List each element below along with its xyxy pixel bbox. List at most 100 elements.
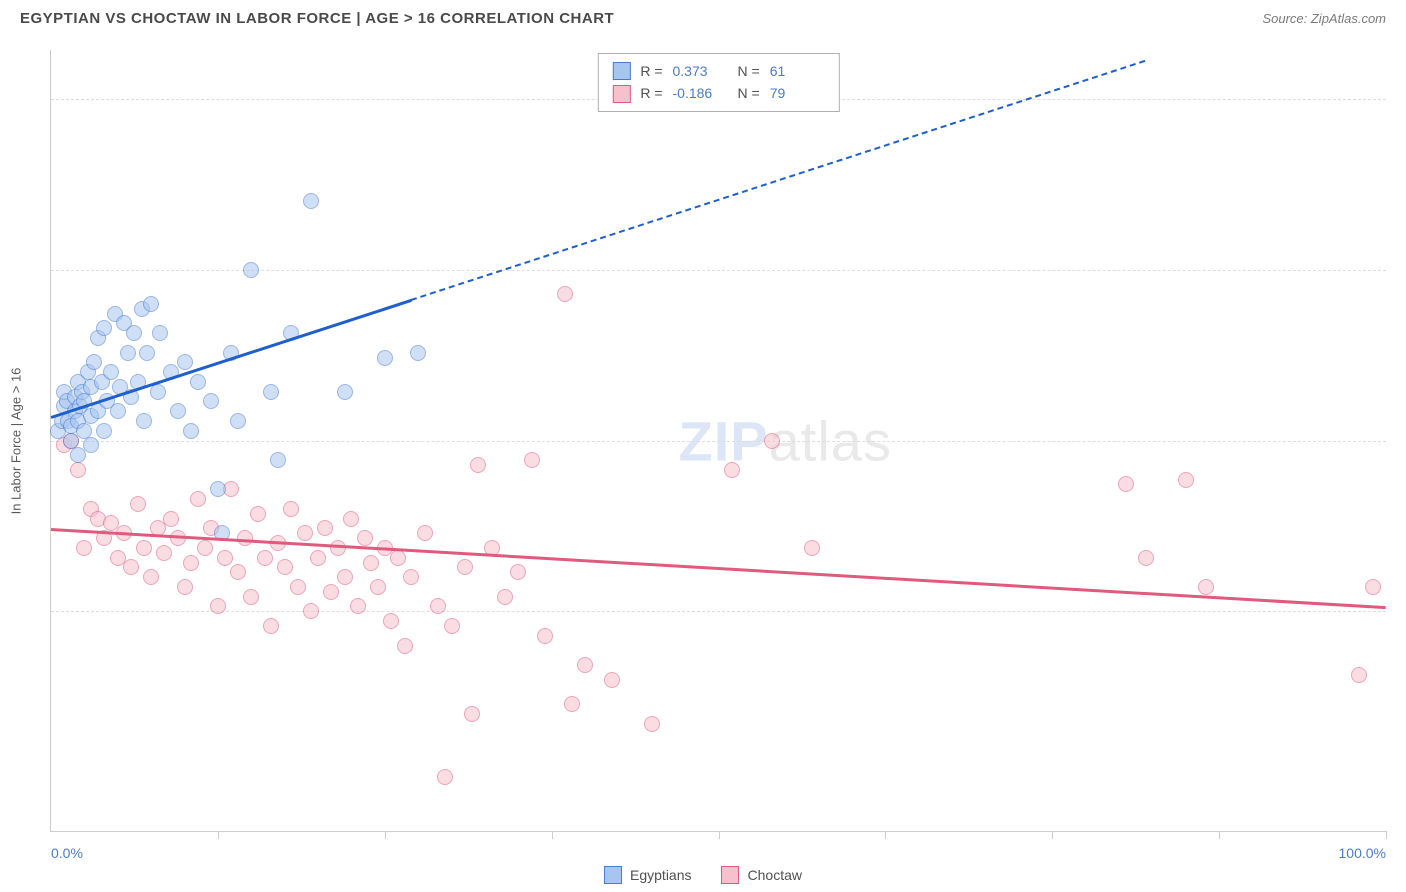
data-point	[96, 320, 112, 336]
gridline	[51, 441, 1386, 442]
data-point	[310, 550, 326, 566]
data-point	[190, 374, 206, 390]
data-point	[577, 657, 593, 673]
source-label: Source: ZipAtlas.com	[1262, 11, 1386, 26]
stats-swatch-icon	[612, 62, 630, 80]
data-point	[103, 364, 119, 380]
data-point	[383, 613, 399, 629]
data-point	[343, 511, 359, 527]
data-point	[1198, 579, 1214, 595]
legend: Egyptians Choctaw	[604, 866, 802, 884]
stats-swatch-icon	[612, 85, 630, 103]
legend-label: Choctaw	[748, 867, 802, 883]
data-point	[350, 598, 366, 614]
data-point	[444, 618, 460, 634]
data-point	[1118, 476, 1134, 492]
data-point	[290, 579, 306, 595]
data-point	[764, 433, 780, 449]
data-point	[330, 540, 346, 556]
data-point	[197, 540, 213, 556]
data-point	[214, 525, 230, 541]
data-point	[323, 584, 339, 600]
data-point	[644, 716, 660, 732]
x-tick	[719, 831, 720, 839]
data-point	[277, 559, 293, 575]
data-point	[170, 530, 186, 546]
data-point	[484, 540, 500, 556]
data-point	[156, 545, 172, 561]
data-point	[1351, 667, 1367, 683]
data-point	[243, 262, 259, 278]
stats-row: R =0.373N =61	[612, 60, 824, 82]
data-point	[403, 569, 419, 585]
x-tick	[218, 831, 219, 839]
data-point	[76, 540, 92, 556]
data-point	[510, 564, 526, 580]
data-point	[250, 506, 266, 522]
data-point	[430, 598, 446, 614]
y-tick-label: 47.5%	[1396, 603, 1406, 619]
data-point	[152, 325, 168, 341]
data-point	[317, 520, 333, 536]
y-tick-label: 82.5%	[1396, 262, 1406, 278]
data-point	[410, 345, 426, 361]
data-point	[464, 706, 480, 722]
stats-row: R =-0.186N =79	[612, 82, 824, 104]
data-point	[283, 325, 299, 341]
data-point	[123, 559, 139, 575]
data-point	[297, 525, 313, 541]
data-point	[177, 354, 193, 370]
data-point	[190, 491, 206, 507]
chart-plot-area: In Labor Force | Age > 16 ZIPatlas R =0.…	[50, 50, 1386, 832]
data-point	[337, 384, 353, 400]
data-point	[397, 638, 413, 654]
data-point	[370, 579, 386, 595]
data-point	[116, 525, 132, 541]
data-point	[130, 496, 146, 512]
x-tick	[552, 831, 553, 839]
data-point	[210, 598, 226, 614]
data-point	[1138, 550, 1154, 566]
data-point	[564, 696, 580, 712]
data-point	[1365, 579, 1381, 595]
data-point	[270, 535, 286, 551]
data-point	[230, 413, 246, 429]
n-value: 79	[770, 82, 825, 104]
data-point	[76, 423, 92, 439]
data-point	[230, 564, 246, 580]
correlation-stats-box: R =0.373N =61R =-0.186N =79	[597, 53, 839, 112]
data-point	[210, 481, 226, 497]
n-label: N =	[738, 82, 760, 104]
r-value: 0.373	[673, 60, 728, 82]
y-tick-label: 100.0%	[1396, 91, 1406, 107]
data-point	[177, 579, 193, 595]
data-point	[270, 452, 286, 468]
legend-item-choctaw: Choctaw	[722, 866, 802, 884]
data-point	[126, 325, 142, 341]
y-tick-label: 65.0%	[1396, 433, 1406, 449]
data-point	[557, 286, 573, 302]
data-point	[203, 393, 219, 409]
data-point	[70, 462, 86, 478]
data-point	[390, 550, 406, 566]
data-point	[243, 589, 259, 605]
data-point	[183, 555, 199, 571]
legend-swatch-icon	[604, 866, 622, 884]
n-value: 61	[770, 60, 825, 82]
x-tick-label: 100.0%	[1339, 845, 1386, 861]
legend-item-egyptians: Egyptians	[604, 866, 691, 884]
data-point	[86, 354, 102, 370]
data-point	[303, 193, 319, 209]
data-point	[337, 569, 353, 585]
x-tick-label: 0.0%	[51, 845, 83, 861]
data-point	[363, 555, 379, 571]
data-point	[357, 530, 373, 546]
x-tick	[1052, 831, 1053, 839]
data-point	[223, 345, 239, 361]
data-point	[130, 374, 146, 390]
data-point	[136, 540, 152, 556]
data-point	[136, 413, 152, 429]
r-label: R =	[640, 82, 662, 104]
x-tick	[885, 831, 886, 839]
data-point	[139, 345, 155, 361]
